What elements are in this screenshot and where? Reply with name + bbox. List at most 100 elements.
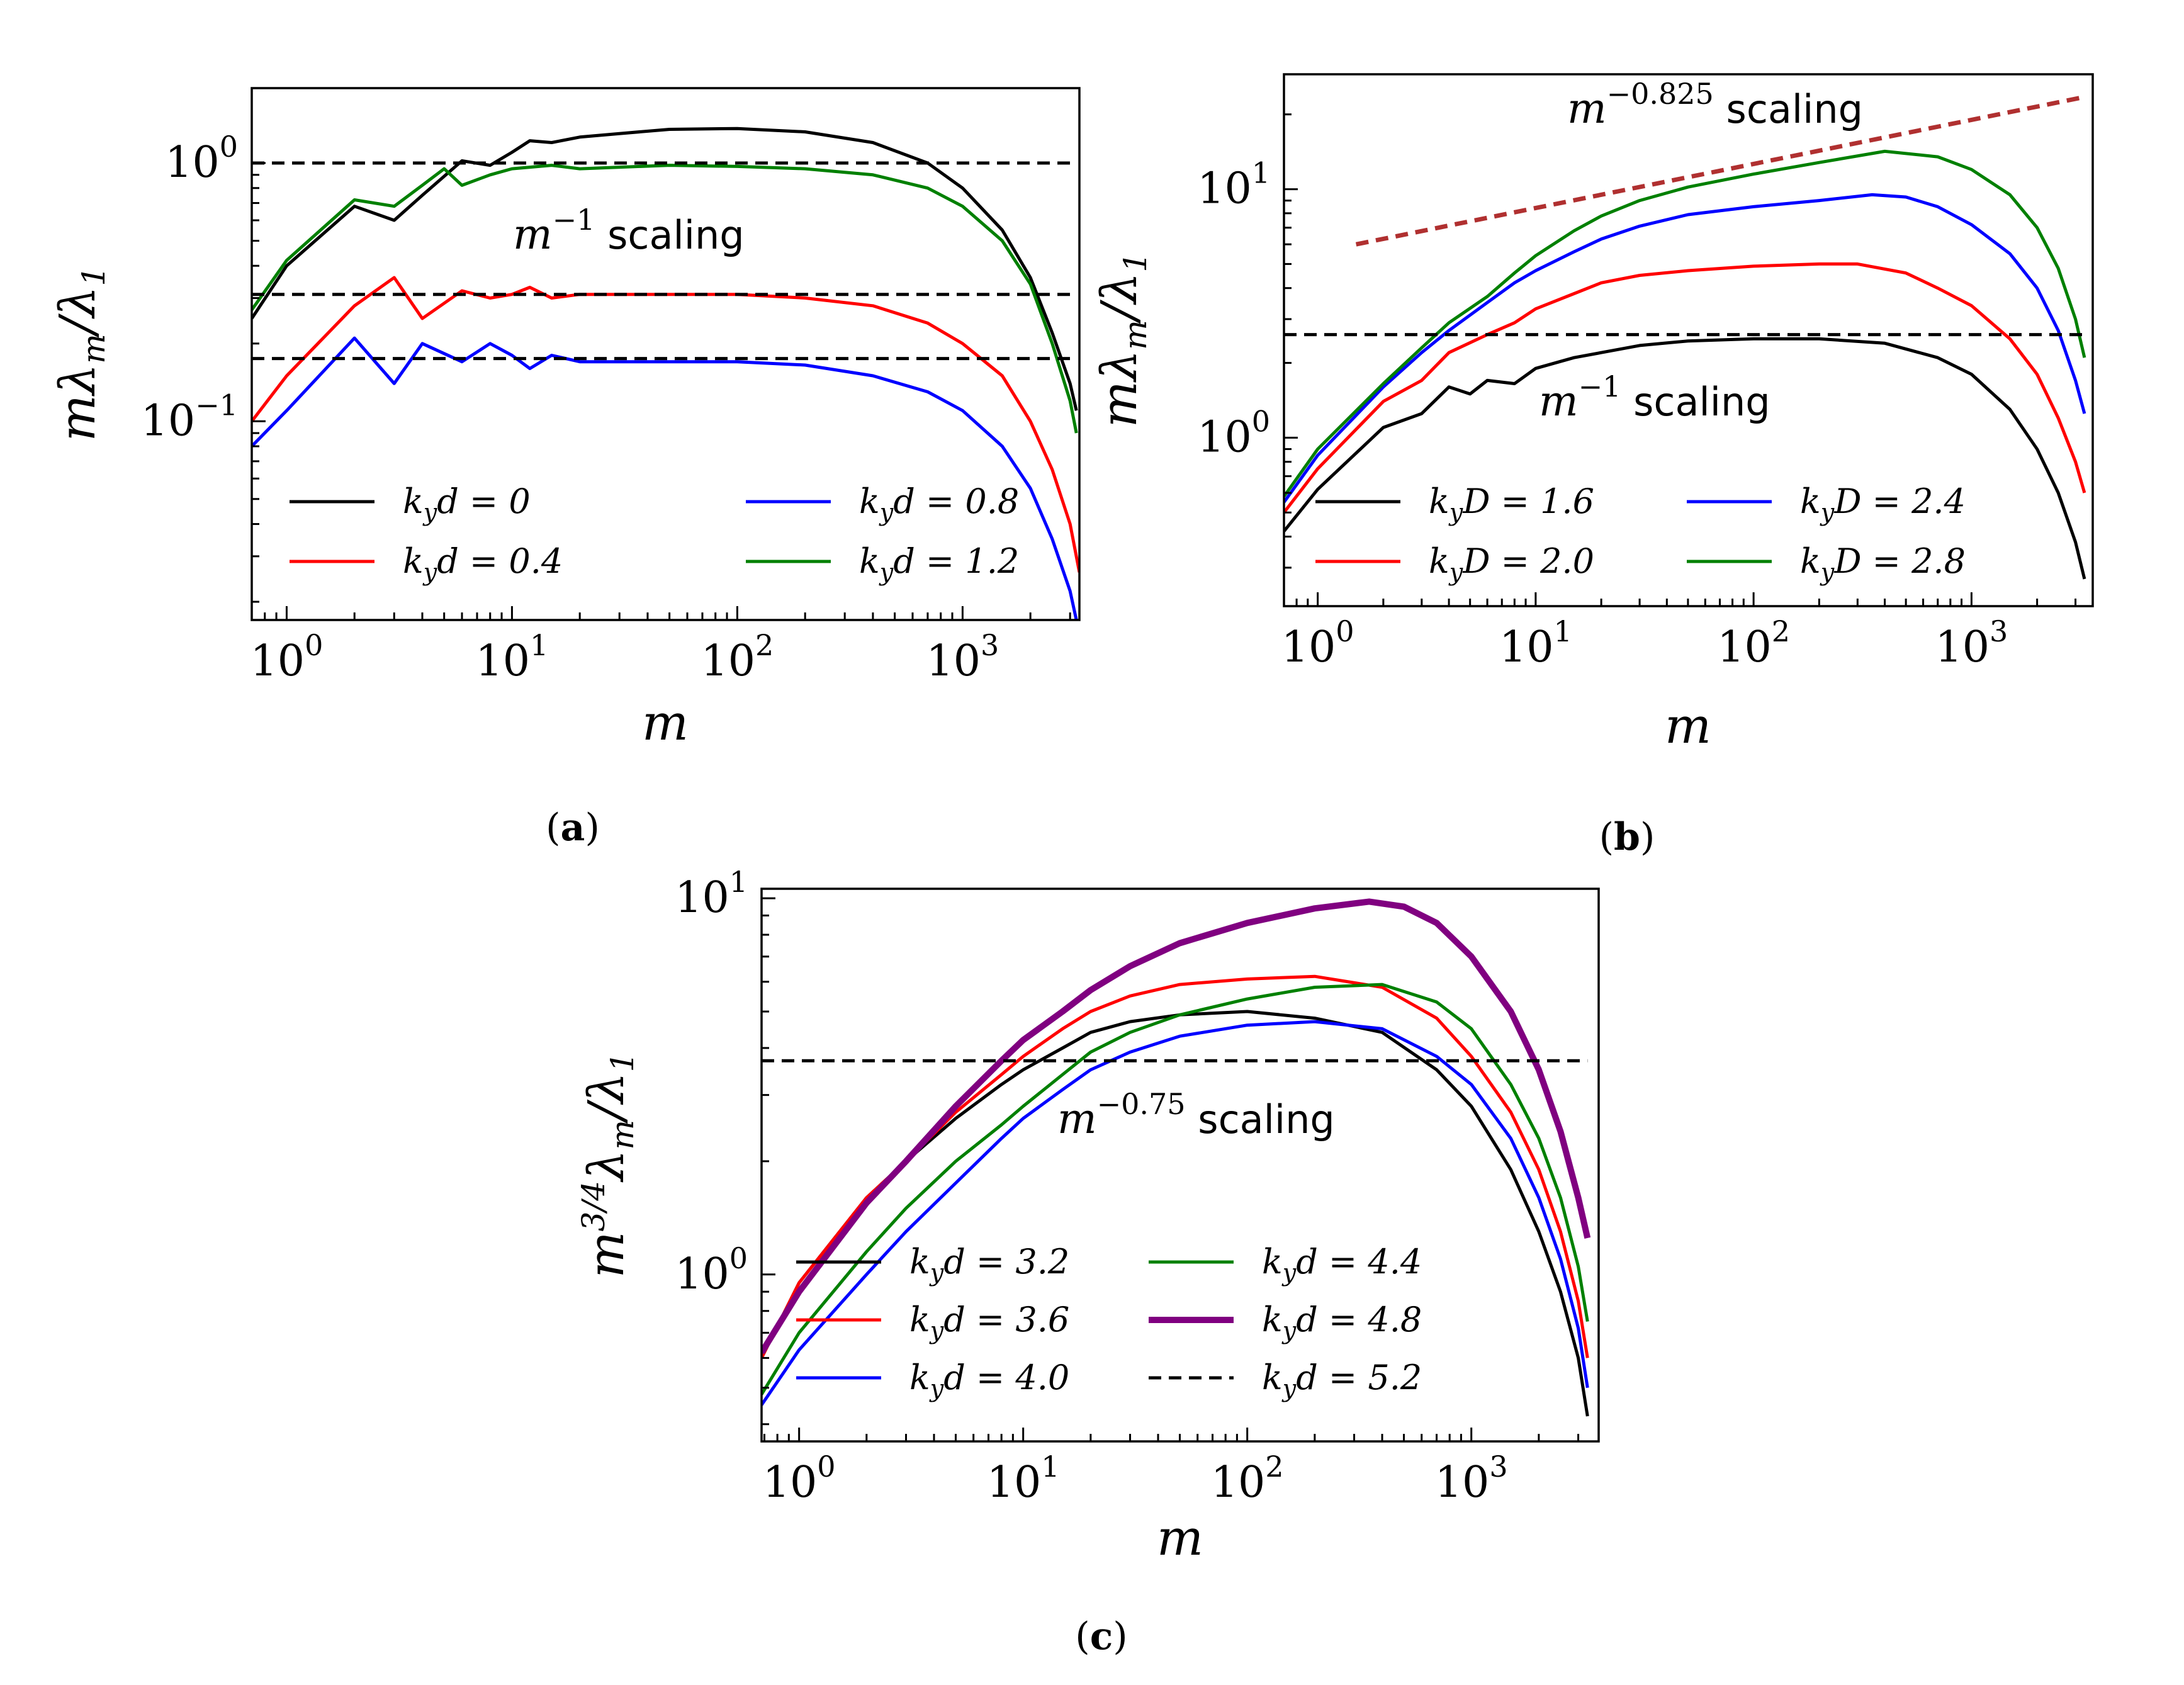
x-tick-exp: 0 xyxy=(305,628,323,662)
x-tick-base: 10 xyxy=(1935,623,1990,672)
y-tick-exp: 1 xyxy=(729,865,748,899)
y-label-text: /λ xyxy=(578,1072,635,1124)
x-tick-label-a-2: 102 xyxy=(701,628,774,686)
series-line-c-4 xyxy=(762,898,1591,1355)
y-tick-exp: −1 xyxy=(195,388,238,422)
annotation-math: m xyxy=(1539,377,1579,425)
legend-k: k xyxy=(859,482,880,521)
legend-sub: y xyxy=(1448,558,1463,586)
legend-rest: d = 0.4 xyxy=(437,541,563,581)
y-tick-base: 10 xyxy=(675,1249,729,1299)
y-label-sub: 1 xyxy=(76,266,112,286)
y-tick-base: 10 xyxy=(165,138,220,188)
legend-rest: d = 1.2 xyxy=(893,541,1019,581)
plot-frame-c xyxy=(760,888,1600,1443)
y-axis-label-b: mλm/λ1 xyxy=(1091,252,1154,427)
x-tick-exp: 1 xyxy=(1041,1450,1059,1484)
legend-sub: y xyxy=(422,499,437,526)
x-axis-label-b: m xyxy=(1665,698,1711,755)
x-tick-exp: 1 xyxy=(530,628,548,662)
y-tick-exp: 0 xyxy=(220,130,238,164)
plot-frame-a xyxy=(250,87,1081,621)
x-tick-exp: 3 xyxy=(981,628,999,662)
y-label-sup: 3/4 xyxy=(575,1181,612,1231)
series-line-a-2 xyxy=(252,336,1078,620)
series-group-a xyxy=(252,127,1079,620)
legend-label-a-1: kyd = 0.4 xyxy=(403,541,563,586)
annotation-math: m xyxy=(1057,1095,1097,1143)
series-line-b-3 xyxy=(1284,149,2086,498)
legend-sub: y xyxy=(422,558,437,586)
annotation-exp: −0.75 xyxy=(1097,1087,1186,1121)
annotation-b-0: m−0.825 scaling xyxy=(1567,77,1863,133)
series-line-c-1 xyxy=(762,974,1589,1359)
legend-rest: d = 4.0 xyxy=(943,1358,1069,1397)
x-tick-base: 10 xyxy=(1717,623,1772,672)
x-tick-base: 10 xyxy=(1281,623,1336,672)
x-tick-exp: 0 xyxy=(817,1450,835,1484)
x-tick-label-c-2: 102 xyxy=(1211,1450,1284,1507)
x-tick-label-a-3: 103 xyxy=(926,628,999,686)
annotation-a-0: m−1 scaling xyxy=(513,203,745,259)
legend-label-b-3: kyD = 2.8 xyxy=(1800,541,1966,586)
y-label-text: /λ xyxy=(50,286,106,339)
legend-rest: D = 2.4 xyxy=(1833,482,1966,521)
legend-rest: d = 0.8 xyxy=(893,482,1019,521)
x-tick-base: 10 xyxy=(701,636,756,686)
legend-rest: D = 2.8 xyxy=(1833,541,1966,581)
legend-label-c-2: kyd = 4.0 xyxy=(909,1358,1069,1402)
y-label-text: mλ xyxy=(1091,350,1148,427)
legend-label-b-1: kyD = 2.0 xyxy=(1429,541,1594,586)
legend-label-a-2: kyd = 0.8 xyxy=(859,482,1019,526)
annotation-text: scaling xyxy=(1621,379,1770,425)
legend-label-c-1: kyd = 3.6 xyxy=(909,1300,1069,1344)
legend-k: k xyxy=(1262,1242,1283,1282)
y-tick-label-a-0: 10−1 xyxy=(141,388,238,446)
annotation-text: scaling xyxy=(595,212,744,258)
legend-sub: y xyxy=(929,1375,944,1402)
series-line-c-0 xyxy=(762,1010,1589,1417)
x-tick-label-b-3: 103 xyxy=(1935,614,2008,672)
y-tick-exp: 1 xyxy=(1252,156,1270,190)
legend-label-a-0: kyd = 0 xyxy=(403,482,531,526)
x-tick-base: 10 xyxy=(763,1458,818,1507)
legend-sub: y xyxy=(1281,1259,1297,1287)
y-tick-exp: 0 xyxy=(1252,404,1270,438)
caption-b: (b) xyxy=(1599,815,1655,859)
x-tick-base: 10 xyxy=(987,1458,1042,1507)
legend-rest: d = 3.2 xyxy=(943,1242,1069,1282)
series-line-a-3 xyxy=(252,164,1078,434)
y-tick-label-b-1: 101 xyxy=(1197,156,1270,214)
x-tick-label-c-1: 101 xyxy=(987,1450,1060,1507)
legend-rest: d = 4.8 xyxy=(1296,1300,1422,1339)
x-tick-base: 10 xyxy=(926,636,981,686)
x-tick-exp: 2 xyxy=(1772,614,1790,648)
legend-label-b-2: kyD = 2.4 xyxy=(1800,482,1966,526)
legend-rest: d = 3.6 xyxy=(943,1300,1069,1339)
y-tick-base: 10 xyxy=(1197,412,1252,462)
legend-k: k xyxy=(909,1242,930,1282)
x-tick-exp: 3 xyxy=(1489,1450,1507,1484)
legend-k: k xyxy=(1429,541,1449,581)
annotation-exp: −0.825 xyxy=(1607,77,1714,111)
x-tick-label-b-2: 102 xyxy=(1717,614,1790,672)
caption-c-letter: c xyxy=(1090,1615,1113,1659)
y-tick-label-b-0: 100 xyxy=(1197,404,1270,462)
y-label-sub: m xyxy=(604,1120,641,1149)
x-tick-label-a-0: 100 xyxy=(250,628,324,686)
caption-a: (a) xyxy=(546,806,600,850)
y-label-text: mλ xyxy=(50,364,106,441)
legend-rest: d = 5.2 xyxy=(1296,1358,1422,1397)
annotation-text: scaling xyxy=(1186,1096,1335,1142)
series-line-b-5 xyxy=(1355,94,2085,247)
legend-sub: y xyxy=(1281,1375,1297,1402)
y-label-sub: 1 xyxy=(1117,252,1154,273)
legend-rest: d = 0 xyxy=(437,482,531,521)
series-line-c-2 xyxy=(762,1020,1589,1406)
y-tick-label-a-1: 100 xyxy=(165,130,238,188)
legend-rest: D = 2.0 xyxy=(1462,541,1594,581)
annotation-exp: −1 xyxy=(1579,369,1621,403)
